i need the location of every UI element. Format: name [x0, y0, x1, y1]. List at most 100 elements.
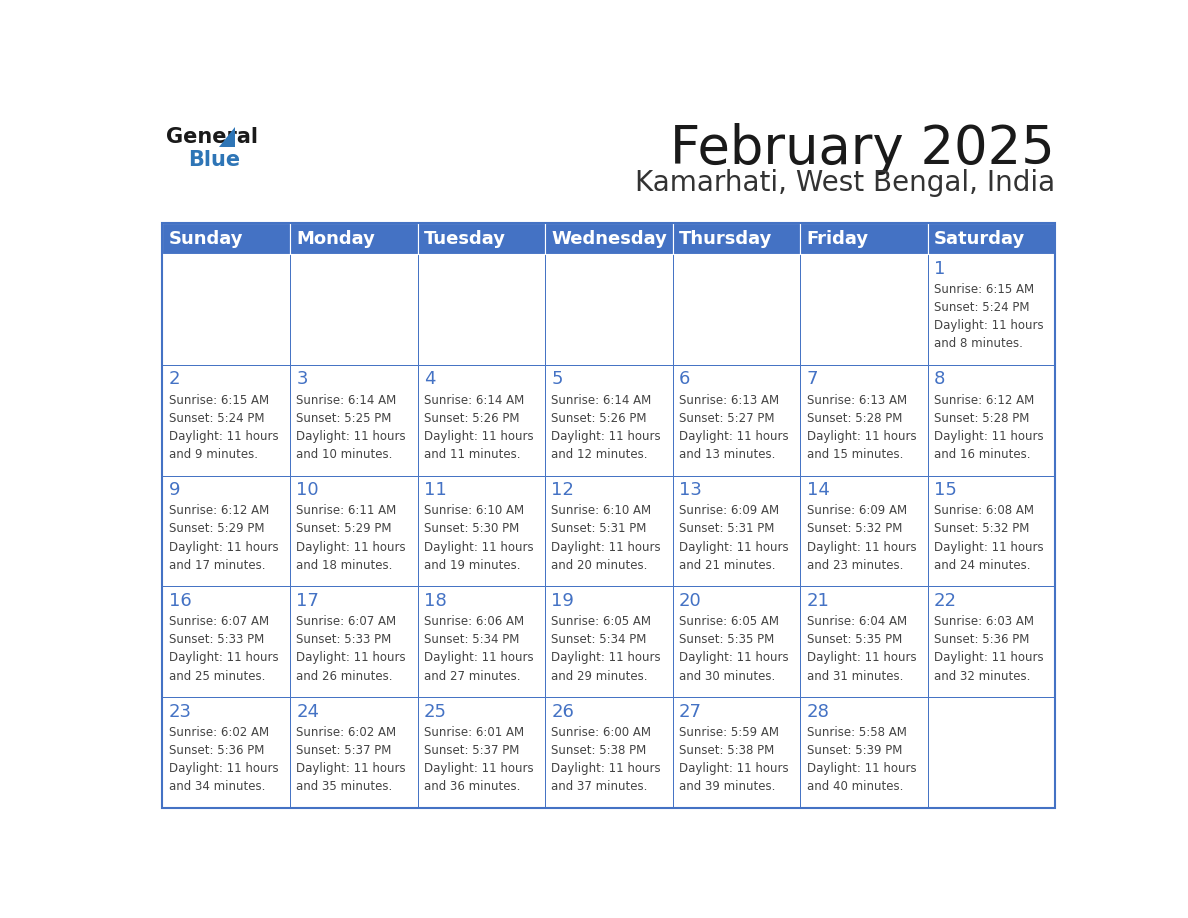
Text: 16: 16 [169, 592, 191, 610]
Bar [672, 697, 801, 808]
Bar [672, 254, 801, 364]
Text: 14: 14 [807, 481, 829, 499]
Text: and 27 minutes.: and 27 minutes. [424, 669, 520, 683]
Bar [801, 697, 928, 808]
Text: Sunset: 5:34 PM: Sunset: 5:34 PM [551, 633, 646, 646]
Text: Daylight: 11 hours: Daylight: 11 hours [169, 652, 278, 665]
Text: 18: 18 [424, 592, 447, 610]
Text: and 12 minutes.: and 12 minutes. [551, 448, 647, 461]
Text: and 24 minutes.: and 24 minutes. [934, 559, 1030, 572]
Text: and 18 minutes.: and 18 minutes. [296, 559, 393, 572]
Text: 28: 28 [807, 702, 829, 721]
Text: Sunset: 5:37 PM: Sunset: 5:37 PM [424, 744, 519, 757]
Bar [672, 223, 801, 254]
Bar [417, 697, 545, 808]
Bar [928, 476, 1055, 587]
Bar [163, 587, 290, 697]
Text: Sunrise: 6:05 AM: Sunrise: 6:05 AM [680, 615, 779, 628]
Text: Sunset: 5:33 PM: Sunset: 5:33 PM [169, 633, 264, 646]
Bar [163, 697, 290, 808]
Bar [417, 476, 545, 587]
Text: Sunrise: 6:03 AM: Sunrise: 6:03 AM [934, 615, 1034, 628]
Text: Sunrise: 6:14 AM: Sunrise: 6:14 AM [551, 394, 652, 407]
Text: Sunrise: 6:12 AM: Sunrise: 6:12 AM [934, 394, 1035, 407]
Text: Daylight: 11 hours: Daylight: 11 hours [934, 430, 1044, 443]
Bar [163, 223, 290, 254]
Text: Monday: Monday [296, 230, 375, 248]
Text: and 32 minutes.: and 32 minutes. [934, 669, 1030, 683]
Bar [290, 364, 417, 476]
Bar [545, 697, 672, 808]
Bar [163, 254, 290, 364]
Text: and 8 minutes.: and 8 minutes. [934, 338, 1023, 351]
Text: Sunrise: 6:12 AM: Sunrise: 6:12 AM [169, 504, 268, 517]
Text: Sunrise: 6:04 AM: Sunrise: 6:04 AM [807, 615, 906, 628]
Text: Daylight: 11 hours: Daylight: 11 hours [807, 762, 916, 775]
Text: Daylight: 11 hours: Daylight: 11 hours [551, 430, 661, 443]
Text: Sunrise: 6:00 AM: Sunrise: 6:00 AM [551, 726, 651, 739]
Text: 10: 10 [296, 481, 320, 499]
Text: Sunrise: 6:10 AM: Sunrise: 6:10 AM [424, 504, 524, 517]
Text: 27: 27 [680, 702, 702, 721]
Text: Daylight: 11 hours: Daylight: 11 hours [296, 430, 406, 443]
Bar [672, 364, 801, 476]
Text: and 11 minutes.: and 11 minutes. [424, 448, 520, 461]
Text: 13: 13 [680, 481, 702, 499]
Text: 22: 22 [934, 592, 958, 610]
Bar [290, 697, 417, 808]
Text: and 10 minutes.: and 10 minutes. [296, 448, 393, 461]
Text: Sunrise: 6:05 AM: Sunrise: 6:05 AM [551, 615, 651, 628]
Text: and 9 minutes.: and 9 minutes. [169, 448, 258, 461]
Text: Daylight: 11 hours: Daylight: 11 hours [296, 541, 406, 554]
Text: and 39 minutes.: and 39 minutes. [680, 780, 776, 793]
Text: Sunset: 5:31 PM: Sunset: 5:31 PM [680, 522, 775, 535]
Text: General: General [166, 127, 258, 147]
Text: Daylight: 11 hours: Daylight: 11 hours [169, 541, 278, 554]
Text: Daylight: 11 hours: Daylight: 11 hours [551, 652, 661, 665]
Text: 25: 25 [424, 702, 447, 721]
Text: and 30 minutes.: and 30 minutes. [680, 669, 776, 683]
Text: and 21 minutes.: and 21 minutes. [680, 559, 776, 572]
Text: 24: 24 [296, 702, 320, 721]
Text: and 17 minutes.: and 17 minutes. [169, 559, 265, 572]
Text: 7: 7 [807, 370, 819, 388]
Text: Daylight: 11 hours: Daylight: 11 hours [169, 430, 278, 443]
Bar [545, 223, 672, 254]
Text: Tuesday: Tuesday [424, 230, 506, 248]
Text: Blue: Blue [188, 151, 240, 170]
Text: Daylight: 11 hours: Daylight: 11 hours [296, 762, 406, 775]
Text: Sunset: 5:30 PM: Sunset: 5:30 PM [424, 522, 519, 535]
Text: Sunrise: 6:02 AM: Sunrise: 6:02 AM [296, 726, 397, 739]
Text: Sunset: 5:36 PM: Sunset: 5:36 PM [934, 633, 1030, 646]
Text: Daylight: 11 hours: Daylight: 11 hours [680, 430, 789, 443]
Bar [163, 476, 290, 587]
Text: and 37 minutes.: and 37 minutes. [551, 780, 647, 793]
Text: Kamarhati, West Bengal, India: Kamarhati, West Bengal, India [636, 170, 1055, 197]
Text: and 29 minutes.: and 29 minutes. [551, 669, 647, 683]
Bar [417, 254, 545, 364]
Text: Sunset: 5:27 PM: Sunset: 5:27 PM [680, 412, 775, 425]
Text: Sunrise: 6:14 AM: Sunrise: 6:14 AM [424, 394, 524, 407]
Text: Sunset: 5:31 PM: Sunset: 5:31 PM [551, 522, 646, 535]
Text: 9: 9 [169, 481, 181, 499]
Text: Sunrise: 6:02 AM: Sunrise: 6:02 AM [169, 726, 268, 739]
Text: Sunrise: 5:58 AM: Sunrise: 5:58 AM [807, 726, 906, 739]
Text: 26: 26 [551, 702, 574, 721]
Text: Sunrise: 6:13 AM: Sunrise: 6:13 AM [680, 394, 779, 407]
Text: Sunset: 5:36 PM: Sunset: 5:36 PM [169, 744, 264, 757]
Text: 4: 4 [424, 370, 436, 388]
Text: and 23 minutes.: and 23 minutes. [807, 559, 903, 572]
Text: Daylight: 11 hours: Daylight: 11 hours [934, 652, 1044, 665]
Bar [928, 697, 1055, 808]
Text: Daylight: 11 hours: Daylight: 11 hours [807, 541, 916, 554]
Bar [801, 476, 928, 587]
Text: Sunset: 5:34 PM: Sunset: 5:34 PM [424, 633, 519, 646]
Text: Sunrise: 6:06 AM: Sunrise: 6:06 AM [424, 615, 524, 628]
Text: 20: 20 [680, 592, 702, 610]
Text: Sunset: 5:28 PM: Sunset: 5:28 PM [934, 412, 1030, 425]
Text: 5: 5 [551, 370, 563, 388]
Bar [545, 254, 672, 364]
Text: Sunset: 5:28 PM: Sunset: 5:28 PM [807, 412, 902, 425]
Bar [672, 476, 801, 587]
Text: Sunrise: 6:07 AM: Sunrise: 6:07 AM [296, 615, 397, 628]
